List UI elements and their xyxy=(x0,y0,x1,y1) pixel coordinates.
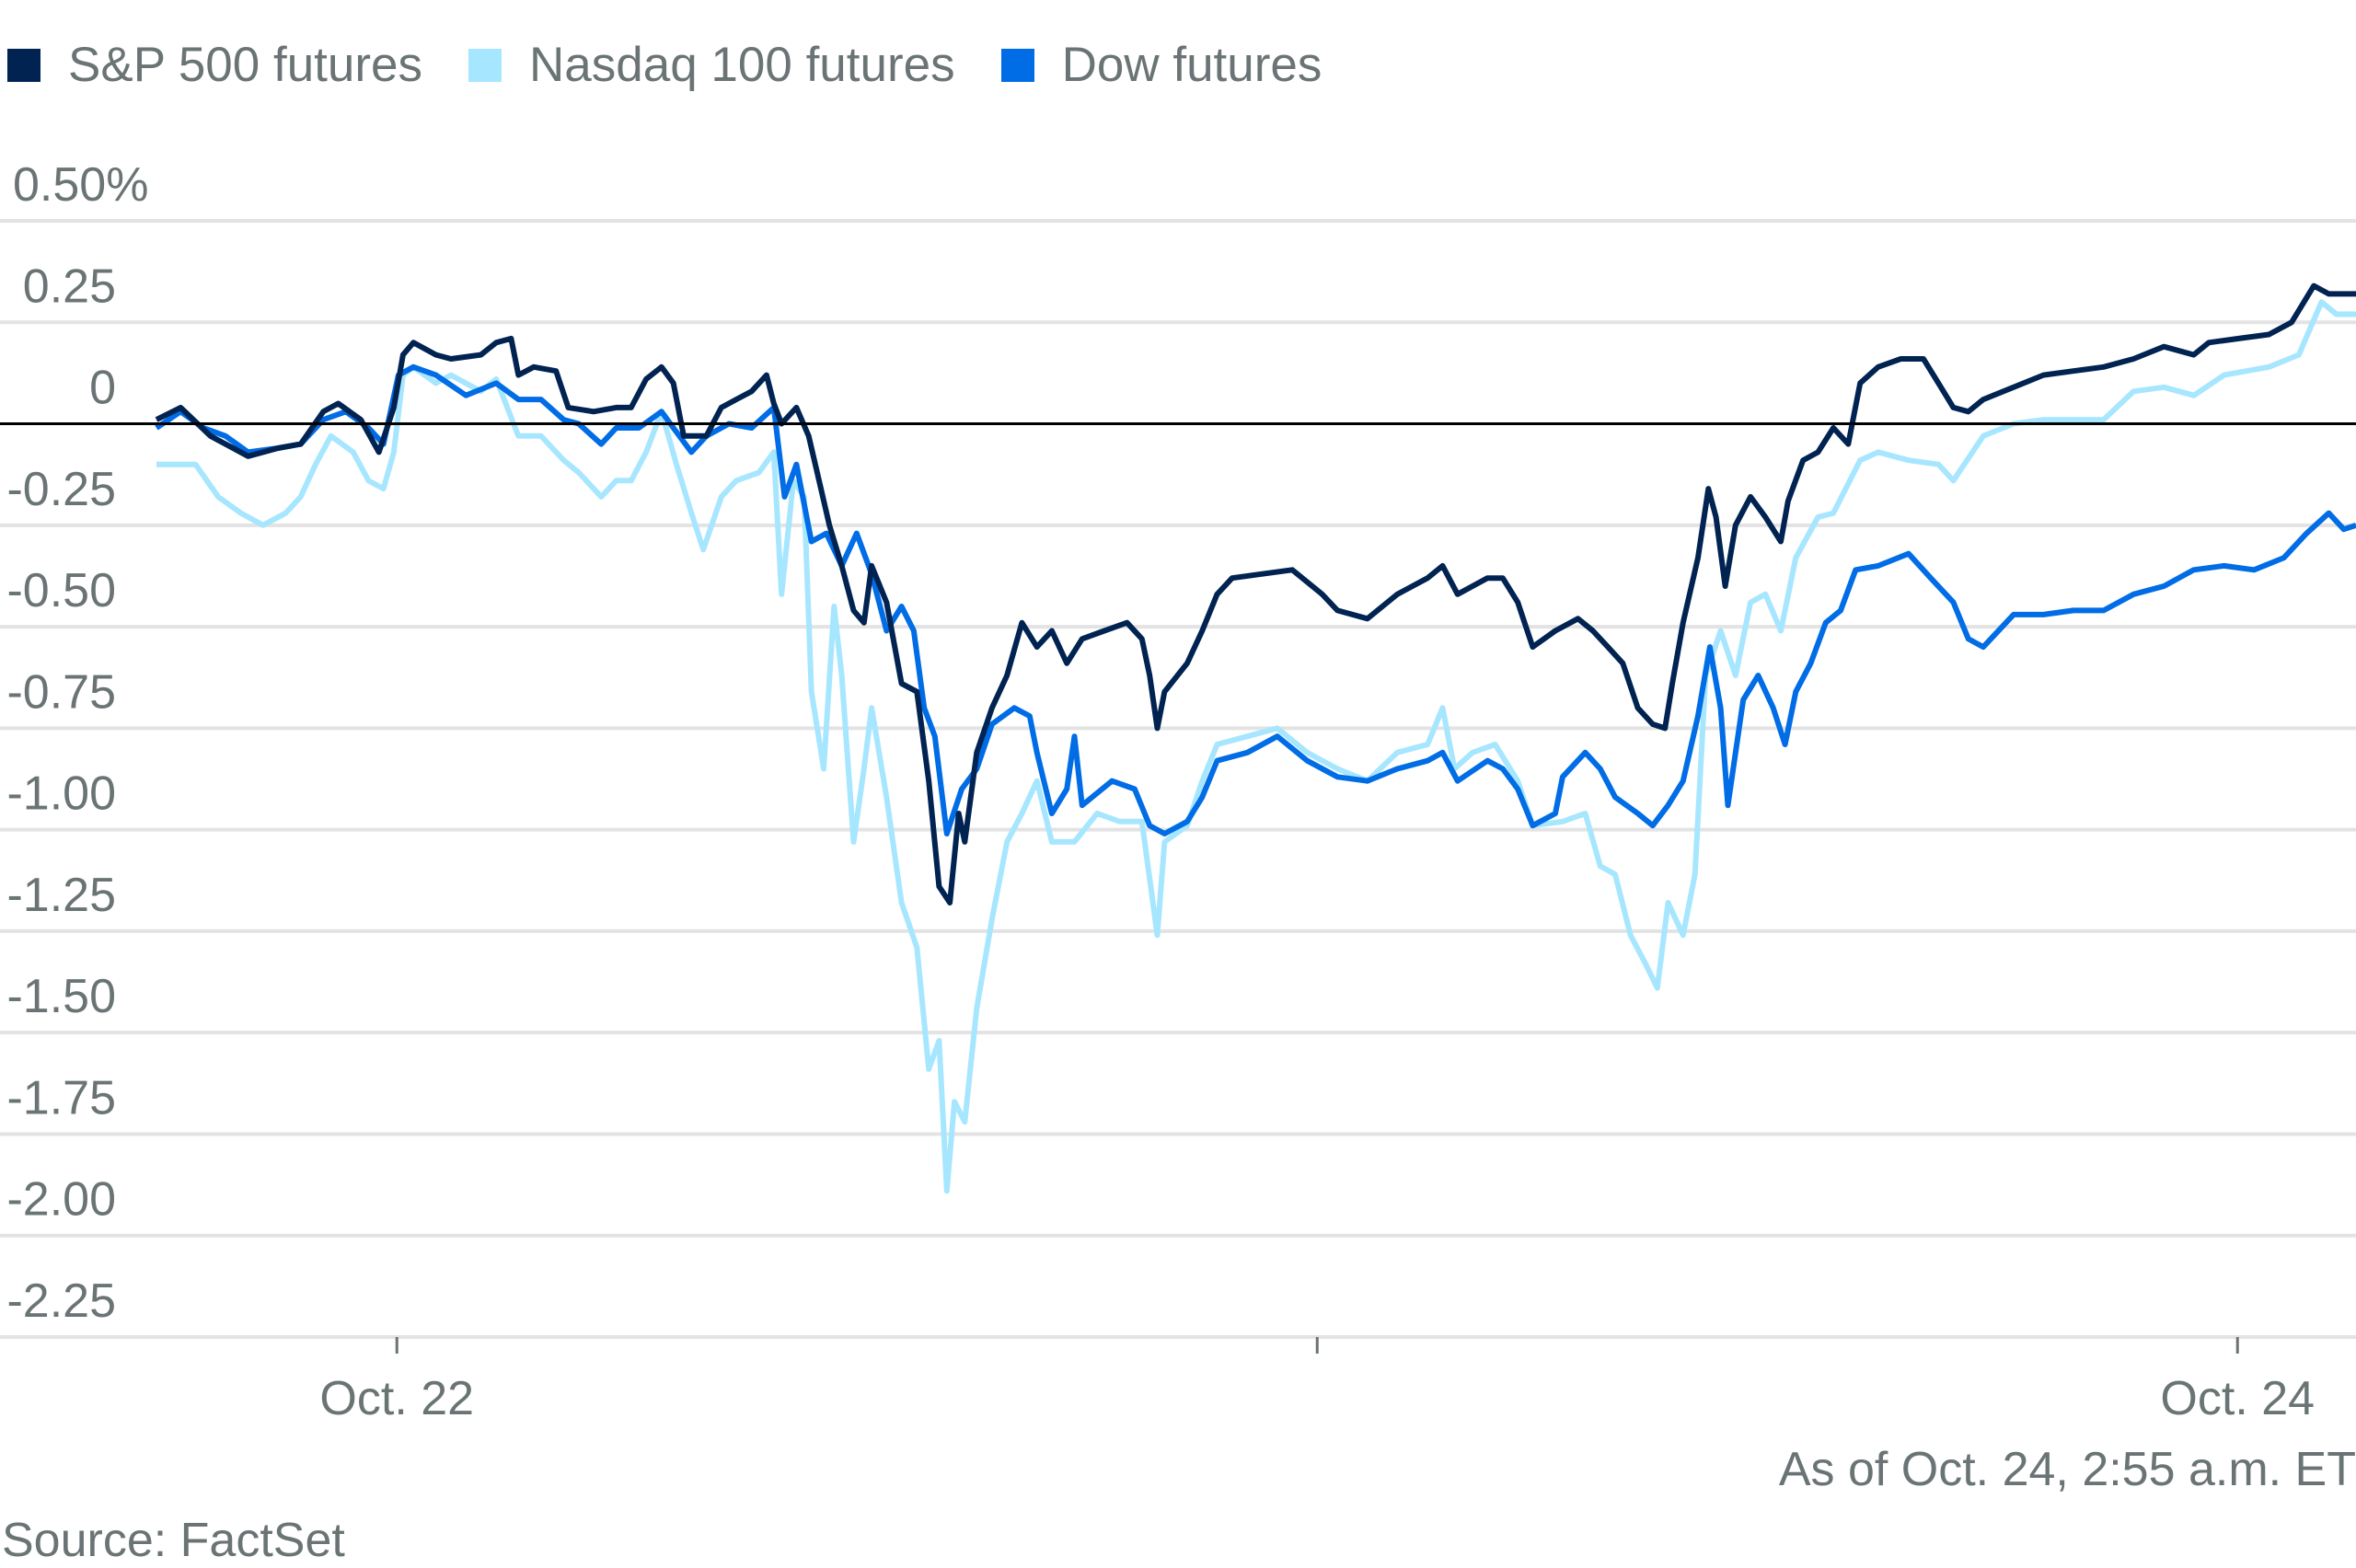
legend-item-nasdaq100: Nasdaq 100 futures xyxy=(468,37,955,93)
legend-swatch-dow xyxy=(1000,48,1034,82)
legend-label-sp500: S&P 500 futures xyxy=(68,38,423,92)
legend-label-nasdaq100: Nasdaq 100 futures xyxy=(529,38,955,92)
y-axis-labels: 0.50% 0.25 0 -0.25 -0.50 -0.75 -1.00 -1.25 -1.50… xyxy=(6,158,148,1328)
x-tick-label: Oct. 24 xyxy=(2160,1372,2315,1425)
series-lines xyxy=(155,282,2356,1194)
y-tick-label: 0.50% xyxy=(13,158,148,212)
y-tick-label: -0.75 xyxy=(6,665,116,719)
x-tick-label: Oct. 22 xyxy=(319,1372,474,1425)
chart-legend: S&P 500 futures Nasdaq 100 futures Dow f… xyxy=(7,37,1368,93)
x-axis: Oct. 22 Oct. 24 xyxy=(319,1337,2315,1425)
legend-swatch-sp500 xyxy=(7,48,40,82)
y-tick-label: -1.25 xyxy=(6,869,116,922)
source-note: Source: FactSet xyxy=(2,1514,345,1567)
series-line-dow-futures xyxy=(155,363,2356,836)
y-tick-label: -1.50 xyxy=(6,970,116,1023)
y-tick-label: -1.75 xyxy=(6,1071,116,1124)
legend-item-sp500: S&P 500 futures xyxy=(7,37,422,93)
series-line-s-p-500-futures xyxy=(155,282,2356,905)
y-tick-label: 0 xyxy=(89,362,116,415)
gridlines xyxy=(0,219,2356,1339)
y-tick-label: -0.50 xyxy=(6,564,116,617)
y-tick-label: -2.25 xyxy=(6,1274,116,1328)
as-of-note: As of Oct. 24, 2:55 a.m. ET xyxy=(1778,1443,2356,1496)
y-tick-label: 0.25 xyxy=(23,259,116,313)
legend-item-dow: Dow futures xyxy=(1000,37,1322,93)
y-tick-label: -0.25 xyxy=(6,463,116,516)
legend-swatch-nasdaq100 xyxy=(468,48,502,82)
series-line-nasdaq-100-futures xyxy=(156,299,2356,1194)
y-tick-label: -1.00 xyxy=(6,767,116,821)
y-tick-label: -2.00 xyxy=(6,1173,116,1227)
legend-label-dow: Dow futures xyxy=(1061,38,1322,92)
